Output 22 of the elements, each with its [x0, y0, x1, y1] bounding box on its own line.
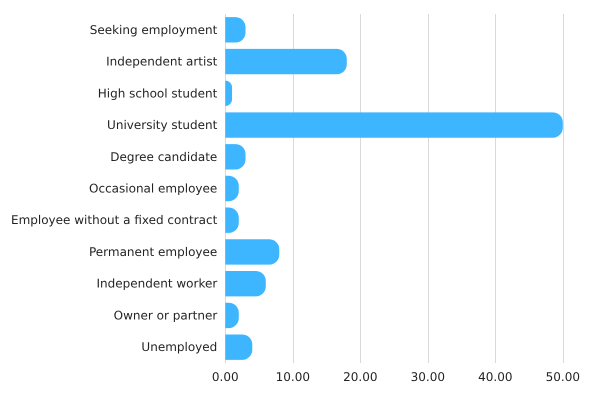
bar: [225, 334, 252, 360]
y-tick-label: Degree candidate: [110, 150, 218, 164]
y-tick-label: Occasional employee: [89, 182, 218, 196]
y-tick-label: Permanent employee: [88, 244, 218, 259]
x-tick-label: 0.00: [212, 370, 239, 384]
y-tick-label: Independent artist: [106, 54, 218, 69]
y-tick-label: Unemployed: [141, 340, 218, 354]
x-tick-label: 10.00: [276, 370, 310, 384]
bar: [225, 239, 280, 265]
y-tick-label: Seeking employment: [90, 22, 218, 37]
y-tick-label: University student: [107, 118, 218, 132]
bar: [225, 270, 266, 296]
y-tick-label: High school student: [98, 86, 218, 100]
y-tick-label: Employee without a fixed contract: [10, 213, 218, 228]
x-tick-label: 30.00: [410, 370, 445, 384]
x-tick-label: 40.00: [478, 370, 512, 384]
x-tick-label: 50.00: [546, 370, 580, 384]
bar: [225, 48, 347, 74]
x-tick-label: 20.00: [343, 370, 378, 384]
y-tick-label: Owner or partner: [114, 308, 218, 322]
bar: [225, 112, 563, 138]
y-tick-label: Independent worker: [96, 276, 218, 291]
